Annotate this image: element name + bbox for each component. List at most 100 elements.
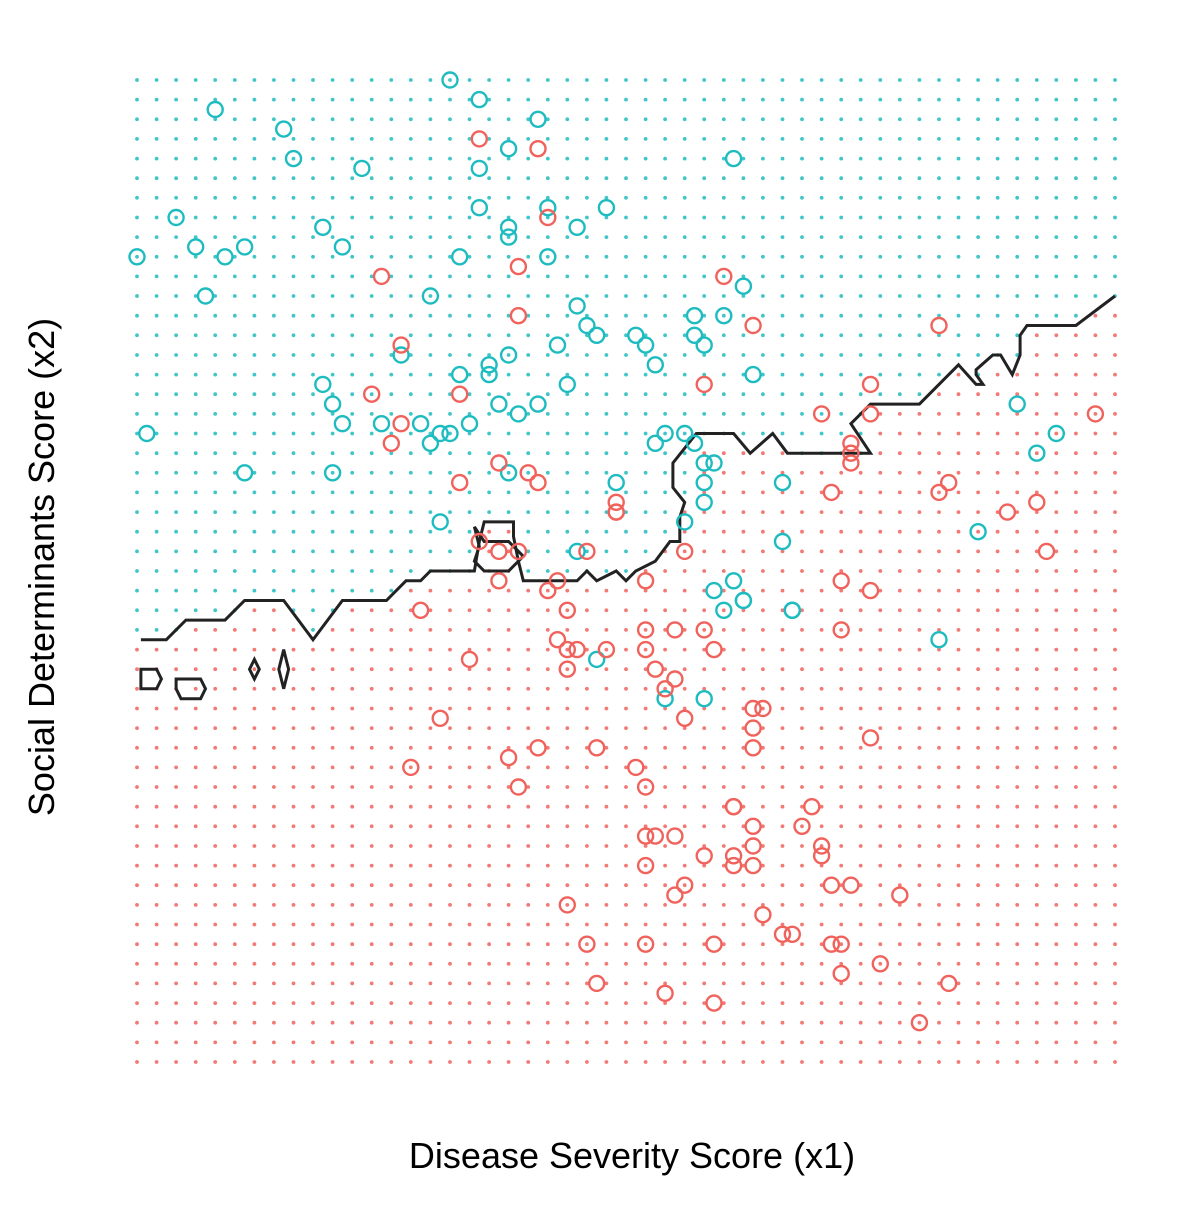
grid-dot <box>1034 647 1039 652</box>
grid-dot <box>330 333 335 338</box>
grid-dot <box>604 254 609 259</box>
grid-dot <box>1054 294 1059 298</box>
grid-dot <box>1054 529 1059 534</box>
grid-dot <box>389 667 394 672</box>
grid-dot <box>1054 804 1059 809</box>
grid-dot <box>976 608 980 613</box>
data-point-teal <box>509 405 528 423</box>
grid-dot <box>330 235 335 240</box>
grid-dot <box>135 726 139 730</box>
grid-dot <box>702 176 707 181</box>
grid-dot <box>1113 117 1117 122</box>
grid-dot <box>350 451 355 456</box>
grid-dot <box>604 353 609 357</box>
grid-dot <box>272 529 276 534</box>
grid-dot <box>193 824 198 829</box>
grid-dot <box>389 883 394 888</box>
grid-dot <box>389 569 394 573</box>
grid-dot <box>937 117 941 122</box>
grid-dot <box>663 588 667 593</box>
grid-dot <box>526 470 531 475</box>
grid-dot <box>741 510 746 514</box>
grid-dot <box>1054 117 1059 122</box>
grid-dot <box>428 117 433 122</box>
grid-dot <box>761 883 765 888</box>
grid-dot <box>956 745 961 750</box>
grid-dot <box>800 569 804 573</box>
grid-dot <box>937 863 941 868</box>
grid-dot <box>800 785 804 789</box>
grid-dot <box>761 1060 765 1064</box>
grid-dot <box>995 824 1000 829</box>
grid-dot <box>643 470 648 475</box>
data-point-red <box>842 444 860 462</box>
grid-dot <box>858 353 863 357</box>
grid-dot <box>643 785 648 789</box>
grid-dot <box>976 903 980 907</box>
grid-dot <box>1093 117 1098 122</box>
grid-dot <box>976 628 980 632</box>
grid-dot <box>624 137 628 141</box>
grid-dot <box>643 353 648 357</box>
data-point-red <box>940 473 958 492</box>
grid-dot <box>408 412 413 416</box>
grid-dot <box>311 765 315 770</box>
grid-dot <box>721 195 726 200</box>
grid-dot <box>878 529 883 534</box>
grid-dot <box>154 451 159 456</box>
grid-dot <box>682 667 687 672</box>
grid-dot <box>272 628 276 632</box>
grid-dot <box>682 412 687 416</box>
grid-dot <box>428 1040 433 1045</box>
grid-dot <box>330 628 335 632</box>
grid-dot <box>135 942 139 947</box>
grid-dot <box>585 1060 589 1064</box>
grid-dot <box>741 451 746 456</box>
grid-dot <box>702 78 707 82</box>
grid-dot <box>330 431 335 436</box>
grid-dot <box>565 97 570 102</box>
grid-dot <box>408 824 413 829</box>
grid-dot <box>917 745 922 750</box>
grid-dot <box>682 78 687 82</box>
grid-dot <box>585 1020 589 1025</box>
grid-dot <box>1093 726 1098 730</box>
grid-dot <box>526 392 531 397</box>
grid-dot <box>1113 569 1117 573</box>
grid-dot <box>839 117 844 122</box>
grid-dot <box>839 372 844 377</box>
grid-dot <box>839 215 844 220</box>
grid-dot <box>408 765 413 770</box>
grid-dot <box>585 549 589 554</box>
grid-dot <box>272 961 276 966</box>
grid-dot <box>702 372 707 377</box>
grid-dot <box>643 294 648 298</box>
grid-dot <box>721 903 726 907</box>
grid-dot <box>976 412 980 416</box>
grid-dot <box>154 431 159 436</box>
grid-dot <box>1093 333 1098 338</box>
grid-dot <box>721 549 726 554</box>
grid-dot <box>330 863 335 868</box>
data-point-red <box>1037 542 1056 561</box>
grid-dot <box>448 431 452 436</box>
grid-dot <box>154 628 159 632</box>
grid-dot <box>604 470 609 475</box>
grid-dot <box>291 922 296 927</box>
grid-dot <box>1034 1020 1039 1025</box>
grid-dot <box>350 706 355 711</box>
grid-dot <box>624 156 628 161</box>
grid-dot <box>350 529 355 534</box>
grid-dot <box>702 451 707 456</box>
data-point-teal <box>275 120 293 138</box>
data-point-red <box>754 699 772 718</box>
grid-dot <box>663 569 667 573</box>
grid-dot <box>937 195 941 200</box>
grid-dot <box>1015 372 1020 377</box>
grid-dot <box>350 1001 355 1005</box>
grid-dot <box>897 215 902 220</box>
grid-dot <box>311 97 315 102</box>
grid-dot <box>643 215 648 220</box>
grid-dot <box>193 294 198 298</box>
grid-dot <box>408 78 413 82</box>
